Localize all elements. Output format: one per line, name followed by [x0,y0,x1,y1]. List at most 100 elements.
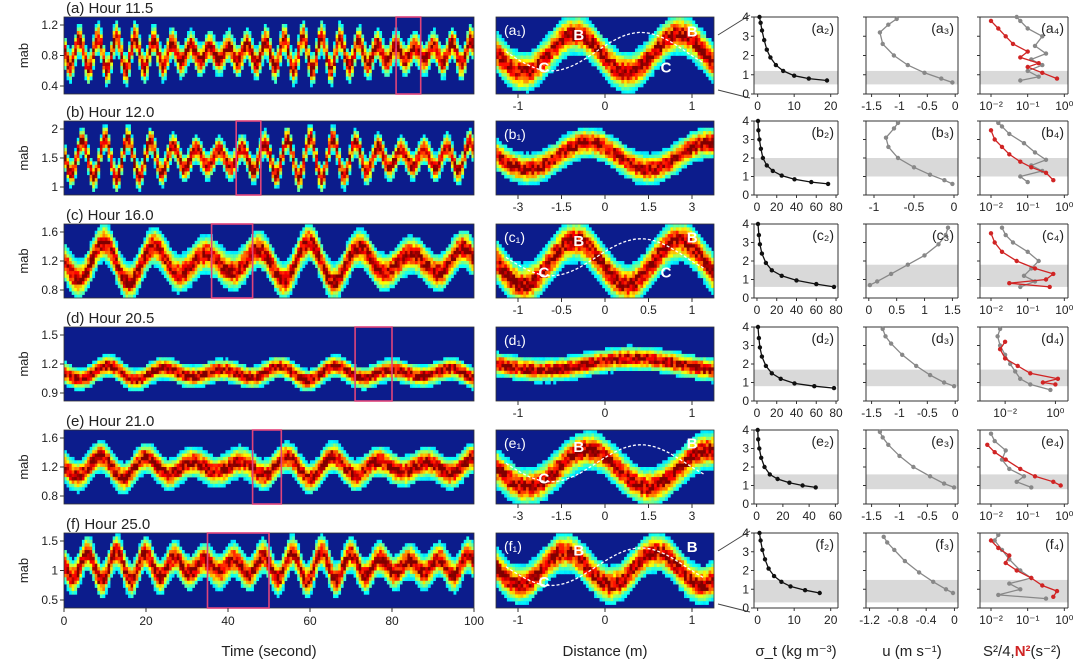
time-series-1-cell [84,151,88,155]
time-series-1-cell [163,171,167,176]
time-series-0-cell [363,66,367,70]
time-series-2-cell [74,267,78,272]
time-series-1-cell [128,141,131,145]
time-series-0-cell [107,62,111,67]
time-series-1-cell [463,144,467,149]
time-series-0-cell [422,45,426,49]
time-series-2-cell [450,240,454,245]
time-series-1-cell [202,171,206,176]
time-series-1-cell [330,144,334,149]
time-series-2-cell [258,247,262,252]
time-series-2-cell [338,264,342,269]
time-series-2-cell [92,267,96,272]
time-series-1-cell [379,154,383,159]
time-series-1-cell [294,164,298,169]
time-series-2-cell [64,274,67,279]
time-series-1-cell [71,178,75,182]
time-series-0-cell [79,52,83,56]
time-series-2-cell [117,250,121,255]
time-series-1-cell [440,158,444,162]
time-series-0-cell [161,80,165,84]
time-series-0-cell [368,62,372,67]
time-series-0-cell [297,52,301,56]
time-series-0-cell [79,24,83,28]
time-series-1-cell [215,147,219,152]
time-series-1-cell [340,184,344,189]
time-series-0-cell [458,45,462,49]
time-series-1-cell [263,144,267,149]
time-series-0-cell [197,69,201,74]
time-series-2-cell [294,247,298,252]
time-series-0-cell [263,45,267,49]
time-series-0-cell [317,41,321,46]
time-series-2-cell [169,247,172,252]
time-series-0-cell [351,69,354,74]
time-series-2-cell [166,277,170,282]
time-series-3-cell [133,377,137,382]
time-series-2-cell [325,291,329,295]
time-series-2-cell [120,257,124,262]
time-series-0-cell [235,59,239,63]
time-series-2-cell [215,244,219,248]
time-series-2-cell [92,250,96,255]
time-series-0-cell [286,45,290,49]
time-series-2-cell [433,277,436,282]
time-series-0-cell [161,66,165,70]
time-series-1-cell [315,168,318,172]
time-series-3-cell [92,370,96,375]
time-series-1-cell [133,168,137,172]
time-series-2-cell [107,244,111,248]
time-series-2-cell [212,274,216,279]
time-series-1-cell [443,144,447,149]
time-series-0-cell [151,27,154,32]
time-series-1-cell [286,141,290,145]
time-series-1-cell [463,151,467,155]
time-series-0-cell [261,52,265,56]
time-series-2-cell [471,250,475,255]
time-series-2-cell [112,271,116,275]
time-series-0-cell [181,59,185,63]
time-series-2-cell [76,281,80,285]
time-series-0-cell [456,41,459,46]
time-series-2-cell [112,254,116,258]
time-series-2-cell [105,261,108,265]
time-series-2-cell [402,267,406,272]
time-series-3-cell [76,367,80,372]
time-series-1-cell [368,164,372,169]
time-series-3-cell [89,374,93,378]
time-series-1-cell [397,147,400,152]
time-series-2-cell [404,257,408,262]
time-series-0-cell [315,59,318,63]
time-series-1-cell [327,141,331,145]
time-series-0-cell [302,45,306,49]
time-series-1-cell [117,161,121,166]
time-series-2-cell [235,267,239,272]
time-series-0-cell [117,38,121,42]
time-series-0-cell [228,48,231,53]
time-series-2-cell [471,267,475,272]
time-series-2-cell [230,250,234,255]
time-series-2-cell [64,257,67,262]
time-series-2-cell [289,264,293,269]
time-series-2-cell [87,254,90,258]
time-series-2-cell [117,281,121,285]
time-series-1-cell [151,134,154,139]
time-series-1-cell [404,147,408,152]
time-series-2-cell [74,281,78,285]
time-series-2-cell [417,240,421,245]
time-series-2-cell [253,237,257,242]
time-series-1-cell [276,161,280,166]
time-series-2-cell [302,250,306,255]
time-series-0-cell [330,59,334,63]
time-series-0-cell [397,52,400,56]
time-series-0-cell [128,66,131,70]
time-series-0-cell [363,69,367,74]
time-series-1-cell [235,144,239,149]
time-series-0-cell [269,41,272,46]
time-series-2-cell [138,281,142,285]
time-series-1-cell [417,158,421,162]
time-series-0-cell [330,80,334,84]
y-tick-label: 1 [51,180,58,194]
time-series-1-cell [125,134,129,139]
time-series-1-cell [222,141,226,145]
